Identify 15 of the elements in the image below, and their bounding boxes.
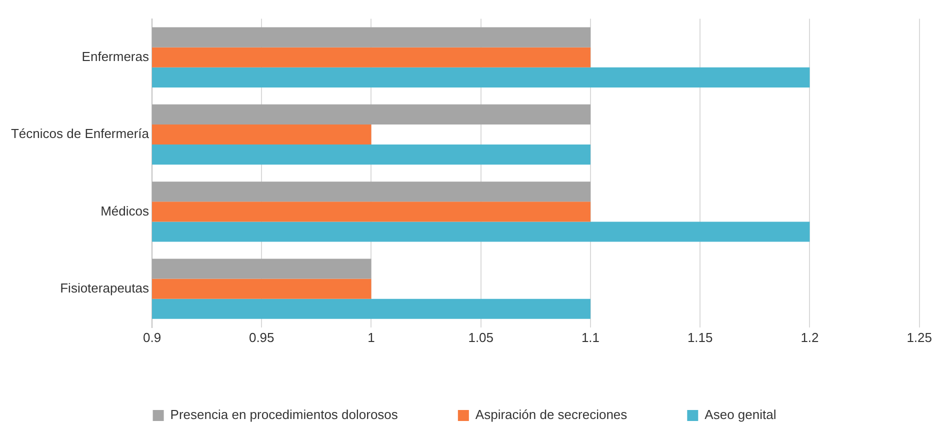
legend-label: Aspiración de secreciones bbox=[475, 407, 628, 422]
x-tick-label: 1 bbox=[368, 330, 375, 345]
x-tick-label: 1.25 bbox=[906, 330, 932, 345]
legend-label: Aseo genital bbox=[704, 407, 776, 422]
x-tick-label: 1.1 bbox=[581, 330, 600, 345]
y-tick-label: Técnicos de Enfermería bbox=[10, 126, 150, 142]
y-tick-label: Médicos bbox=[100, 203, 150, 218]
x-tick-label: 0.9 bbox=[142, 330, 162, 345]
x-tick-label: 1.15 bbox=[687, 330, 713, 345]
x-tick-label: 0.95 bbox=[248, 330, 274, 345]
x-tick-label: 1.05 bbox=[468, 330, 494, 345]
y-tick-label: Enfermeras bbox=[82, 48, 150, 64]
y-tick-label: Fisioterapeutas bbox=[60, 280, 150, 296]
x-tick-label: 1.2 bbox=[800, 330, 819, 345]
legend-label: Presencia en procedimientos dolorosos bbox=[170, 407, 398, 422]
